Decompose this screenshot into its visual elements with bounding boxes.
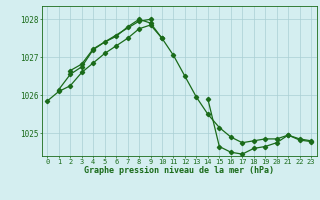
X-axis label: Graphe pression niveau de la mer (hPa): Graphe pression niveau de la mer (hPa) — [84, 166, 274, 175]
